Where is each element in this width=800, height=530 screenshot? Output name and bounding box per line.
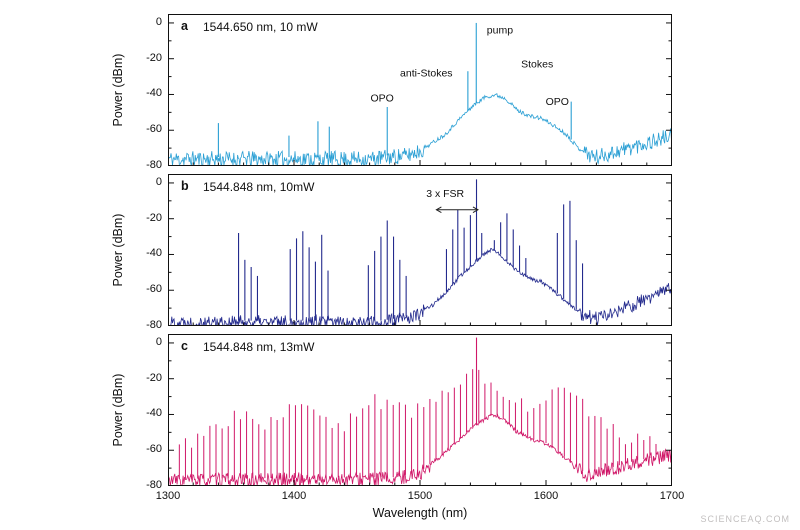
arrowhead-right — [472, 206, 479, 214]
y-tick-label: -40 — [146, 87, 162, 100]
panel-letter-a: a — [181, 19, 188, 33]
panel-title-c: 1544.848 nm, 13mW — [203, 340, 315, 354]
noise-trace — [168, 93, 672, 166]
plot-area-c: c 1544.848 nm, 13mW 0 -20 -40 -60 -80 1300 140… — [146, 334, 684, 502]
panel-letter-c: c — [181, 339, 188, 353]
y-tick-label: -20 — [146, 211, 162, 224]
panel-a: Power (dBm) pump anti-Stokes Stokes OPO OPO … — [0, 14, 800, 171]
watermark: SCIENCEAQ.COM — [700, 514, 790, 524]
y-axis-label: Power (dBm) — [111, 373, 125, 447]
panel-c: Power (dBm) c 1544.848 nm, 13mW 0 -20 -40 -… — [0, 334, 800, 502]
y-tick-label: -20 — [146, 371, 162, 384]
y-tick-label: -20 — [146, 51, 162, 64]
annotation-text: Stokes — [521, 59, 553, 71]
annotation-text: OPO — [371, 93, 394, 105]
y-tick-label: -80 — [146, 479, 162, 491]
x-tick-label: 1400 — [281, 490, 307, 502]
y-tick-label: -80 — [146, 159, 162, 171]
plot-area-a: pump anti-Stokes Stokes OPO OPO a 1544.650 n… — [146, 14, 672, 171]
panel-title-b: 1544.848 nm, 10mW — [203, 180, 315, 194]
y-tick-label: -60 — [146, 123, 162, 136]
annotation-text: pump — [487, 25, 513, 37]
panel-b: Power (dBm) 3 x FSR b 1544.848 nm, 10mW … — [0, 174, 800, 331]
y-tick-label: -80 — [146, 319, 162, 331]
arrowhead-left — [435, 206, 442, 214]
y-tick-label: -40 — [146, 247, 162, 260]
annotation-text: 3 x FSR — [426, 188, 464, 200]
annotation-text: OPO — [546, 96, 569, 108]
x-tick-label: 1600 — [533, 490, 559, 502]
plot-frame — [168, 14, 672, 166]
y-axis-label: Power (dBm) — [111, 53, 125, 127]
panel-title-a: 1544.650 nm, 10 mW — [203, 20, 318, 34]
plot-area-b: 3 x FSR b 1544.848 nm, 10mW 0 -20 -40 -60 -8… — [146, 174, 672, 331]
panel-letter-b: b — [181, 179, 189, 193]
plot-frame — [168, 334, 672, 486]
noise-trace — [168, 247, 672, 326]
x-axis-label: Wavelength (nm) — [372, 506, 468, 520]
y-tick-label: -60 — [146, 283, 162, 296]
y-tick-label: 0 — [155, 335, 162, 348]
y-tick-label: 0 — [155, 15, 162, 28]
noise-trace — [168, 413, 672, 486]
y-tick-label: -40 — [146, 407, 162, 420]
spectrum-chart-b: 3 x FSR — [168, 174, 672, 326]
x-tick-label: 1300 — [155, 490, 181, 502]
y-axis-label: Power (dBm) — [111, 213, 125, 287]
spectrum-chart-c — [168, 334, 672, 486]
x-tick-label: 1500 — [407, 490, 433, 502]
annotation-text: anti-Stokes — [400, 68, 453, 80]
y-tick-label: 0 — [155, 175, 162, 188]
spectrum-chart-a: pump anti-Stokes Stokes OPO OPO — [168, 14, 672, 166]
plot-frame — [168, 174, 672, 326]
x-tick-label: 1700 — [659, 490, 685, 502]
y-tick-label: -60 — [146, 443, 162, 456]
